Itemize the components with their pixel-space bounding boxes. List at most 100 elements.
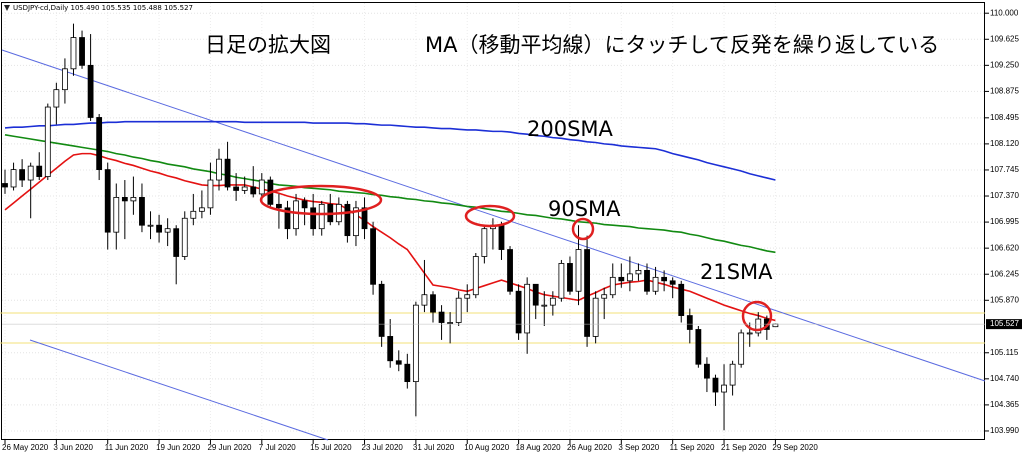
x-tick-label: 11 Sep 2020	[670, 443, 715, 452]
series-label: 200SMA	[527, 117, 614, 141]
y-tick-label: 109.625	[990, 34, 1019, 43]
candle-body	[746, 332, 753, 335]
candle-body	[395, 360, 402, 365]
candle-body	[755, 318, 762, 334]
candle-body	[164, 228, 171, 233]
y-tick-label: 104.365	[990, 400, 1019, 409]
x-tick-label: 7 Jul 2020	[259, 443, 296, 452]
highlight-ellipse	[464, 204, 516, 228]
candle-body	[53, 89, 60, 108]
candle-body	[276, 203, 282, 209]
y-tick-label: 108.495	[990, 113, 1019, 122]
ma-line	[4, 134, 776, 254]
candle-body	[464, 294, 471, 299]
annotation: 日足の拡大図	[205, 33, 331, 57]
candle-body	[524, 283, 531, 334]
candle-body	[729, 363, 736, 386]
candle-body	[686, 315, 693, 330]
candle-body	[310, 207, 317, 230]
candle-body	[79, 37, 85, 66]
candle-body	[669, 280, 676, 285]
marks	[2, 23, 779, 431]
candle-body	[207, 179, 214, 209]
y-tick-label: 110.000	[990, 8, 1019, 17]
grid	[2, 3, 985, 440]
candle-body	[567, 263, 573, 292]
y-tick-label: 105.870	[990, 295, 1019, 304]
candle-body	[10, 169, 17, 188]
current-price-box	[986, 319, 1022, 330]
x-tick-label: 29 Sep 2020	[772, 443, 818, 452]
candle-body	[712, 377, 719, 393]
current-price-label: 105.527	[990, 319, 1019, 328]
candle-body	[353, 207, 359, 237]
candle-body	[104, 169, 111, 233]
candle-body	[644, 269, 650, 292]
candle-body	[447, 322, 454, 324]
candle-body	[190, 210, 197, 219]
candle-body	[481, 228, 488, 257]
candle-body	[575, 249, 582, 292]
x-tick-label: 10 Aug 2020	[464, 443, 509, 452]
x-tick-label: 18 Aug 2020	[516, 443, 561, 452]
candle-body	[678, 283, 685, 316]
candle-body	[284, 207, 291, 230]
x-tick-label: 19 Jun 2020	[156, 443, 201, 452]
candle-body	[233, 186, 240, 191]
candle-body	[412, 304, 419, 383]
candle-body	[173, 228, 180, 257]
candle-body	[472, 256, 479, 296]
candle-body	[558, 263, 565, 299]
candle-body	[121, 197, 128, 202]
x-tick-label: 26 Aug 2020	[567, 443, 612, 452]
candle-body	[609, 276, 616, 296]
candle-body	[344, 203, 351, 237]
candle-body	[96, 117, 103, 171]
candle-body	[541, 304, 548, 307]
trend-line	[1, 49, 986, 382]
candle-body	[515, 290, 522, 334]
candle-body	[661, 276, 668, 282]
candle-body	[498, 224, 505, 250]
candle-body	[198, 207, 205, 212]
candle-body	[113, 197, 120, 233]
candle-body	[592, 297, 599, 337]
trend-line	[29, 339, 329, 441]
candle-body	[370, 228, 376, 285]
candle-body	[626, 273, 633, 282]
candle-body	[738, 332, 745, 365]
candle-body	[635, 269, 642, 275]
candle-body	[27, 165, 34, 181]
candle-body	[721, 384, 727, 393]
y-tick-label: 104.740	[990, 374, 1019, 383]
candle-body	[87, 64, 94, 118]
candle-body	[549, 297, 556, 306]
candle-body	[181, 217, 188, 257]
ma-line	[4, 120, 776, 181]
candle-body	[601, 294, 608, 299]
menu-arrow	[4, 5, 10, 11]
plot-frame	[1, 2, 985, 440]
y-tick-label: 106.245	[990, 269, 1019, 278]
highlight-circle	[741, 300, 773, 332]
candle-body	[36, 165, 43, 177]
y-tick-label: 107.370	[990, 191, 1019, 200]
y-tick-label: 106.995	[990, 217, 1019, 226]
highlight-circle	[571, 217, 595, 241]
x-tick-label: 3 Jun 2020	[53, 443, 93, 452]
candle-body	[361, 207, 368, 230]
candle-body	[584, 249, 590, 337]
candle-body	[378, 283, 385, 337]
x-tick-label: 15 Jul 2020	[310, 443, 352, 452]
candle-body	[695, 329, 702, 365]
x-tick-label: 26 May 2020	[2, 443, 49, 452]
candle-body	[156, 224, 162, 233]
x-tick-label: 29 Jun 2020	[207, 443, 252, 452]
candle-body	[618, 276, 625, 282]
candle-body	[652, 276, 659, 292]
x-tick-label: 3 Sep 2020	[618, 443, 659, 452]
annotation: MA（移動平均線）にタッチして反発を繰り返している	[425, 33, 939, 57]
